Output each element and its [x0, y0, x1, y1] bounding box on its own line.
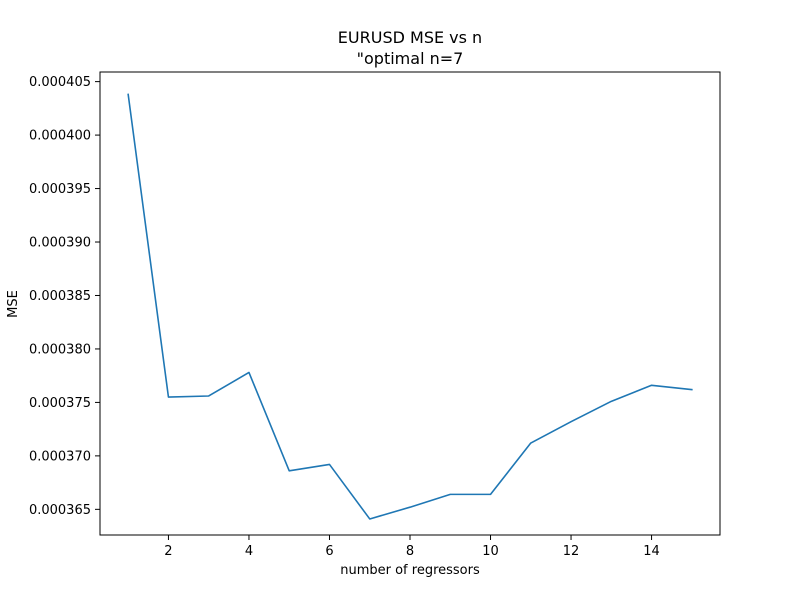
series-line: [127, 93, 693, 520]
y-axis-label: MSE: [6, 290, 21, 318]
x-axis-label: number of regressors: [340, 563, 480, 578]
y-tick-label: 0.000395: [29, 182, 91, 197]
x-tick-label: 2: [164, 544, 172, 559]
y-axis: 0.000365 0.000370 0.000375 0.000380 0.000385…: [29, 75, 100, 518]
y-tick-label: 0.000390: [29, 236, 91, 251]
x-tick-label: 14: [643, 544, 660, 559]
x-tick-label: 10: [482, 544, 499, 559]
x-tick-label: 6: [325, 544, 333, 559]
x-tick-label: 8: [406, 544, 414, 559]
y-tick-label: 0.000370: [29, 449, 91, 464]
chart-title: EURUSD MSE vs n: [338, 28, 482, 47]
y-tick-label: 0.000400: [29, 129, 91, 144]
chart-subtitle: "optimal n=7: [357, 49, 464, 68]
y-tick-label: 0.000380: [29, 342, 91, 357]
plot-frame: [99, 71, 721, 536]
y-tick-label: 0.000375: [29, 396, 91, 411]
y-tick-label: 0.000385: [29, 289, 91, 304]
y-tick-label: 0.000405: [29, 75, 91, 90]
x-axis: 2 4 6 8 10 12 14: [164, 535, 660, 559]
x-tick-label: 4: [245, 544, 253, 559]
x-tick-label: 12: [563, 544, 580, 559]
y-tick-label: 0.000365: [29, 503, 91, 518]
series-group: [127, 93, 693, 520]
